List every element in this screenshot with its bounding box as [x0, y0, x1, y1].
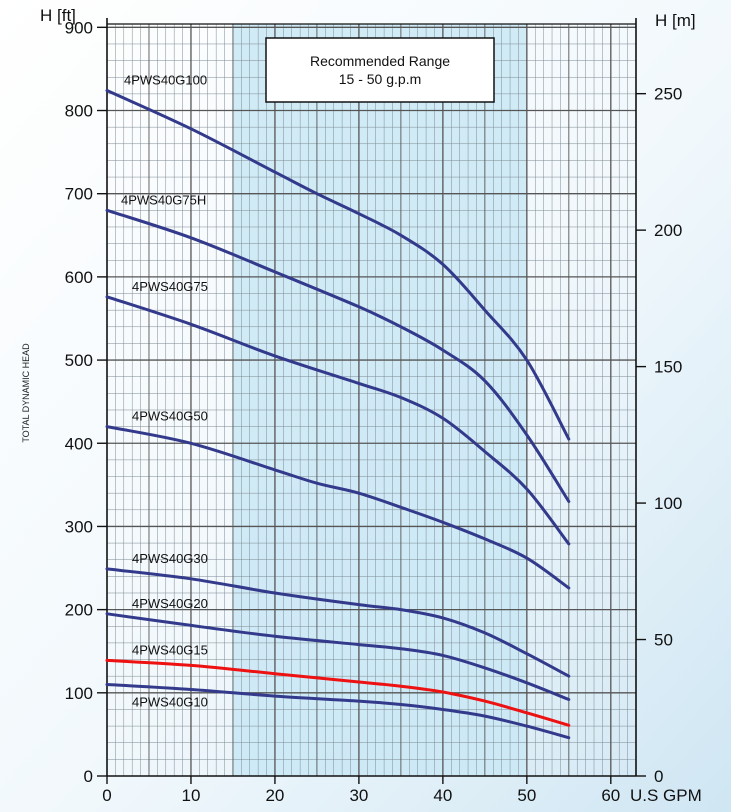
series-label-4pws40g100: 4PWS40G100	[124, 73, 207, 88]
series-line-4pws40g10	[105, 683, 571, 740]
y-tick-label-ft: 0	[84, 767, 93, 786]
x-tick-label: 60	[601, 786, 620, 805]
y-tick-label-m: 100	[654, 494, 682, 513]
recommended-range-values: 15 - 50 g.p.m	[339, 71, 422, 87]
x-tick-label: 0	[102, 786, 111, 805]
recommended-range-title: Recommended Range	[310, 53, 450, 69]
y-tick-label-m: 200	[654, 221, 682, 240]
y-tick-label-ft: 800	[65, 102, 93, 121]
y-tick-label-m: 150	[654, 358, 682, 377]
y-tick-label-ft: 700	[65, 185, 93, 204]
series-label-4pws40g10: 4PWS40G10	[132, 694, 208, 709]
recommended-range-band	[232, 24, 527, 776]
series-label-4pws40g15: 4PWS40G15	[132, 642, 208, 657]
series-line-4pws40g50	[105, 425, 571, 590]
series-line-4pws40g15	[105, 658, 571, 727]
x-axis-unit: U.S GPM	[630, 786, 702, 805]
series-line-4pws40g100	[105, 89, 571, 441]
series-line-4pws40g20	[105, 612, 571, 701]
x-tick-label: 10	[182, 786, 201, 805]
series-line-4pws40g75	[105, 295, 571, 546]
x-tick-label: 40	[433, 786, 452, 805]
x-tick-label: 50	[517, 786, 536, 805]
recommended-range-frame	[265, 37, 495, 103]
y-axis-title: TOTAL DYNAMIC HEAD	[21, 343, 31, 443]
x-tick-label: 30	[349, 786, 368, 805]
right-axis-unit: H [m]	[655, 11, 696, 30]
y-tick-label-ft: 900	[65, 18, 93, 37]
recommended-range-box: Recommended Range 15 - 50 g.p.m	[265, 37, 495, 103]
series-label-4pws40g75: 4PWS40G75	[132, 279, 208, 294]
series-label-4pws40g75h: 4PWS40G75H	[121, 192, 206, 207]
y-tick-label-m: 250	[654, 85, 682, 104]
left-axis-unit: H [ft]	[40, 6, 76, 25]
y-tick-label-m: 50	[654, 631, 673, 650]
y-tick-label-ft: 300	[65, 517, 93, 536]
y-tick-label-ft: 200	[65, 601, 93, 620]
y-tick-label-m: 0	[654, 767, 663, 786]
series-line-4pws40g30	[105, 567, 571, 678]
series-label-4pws40g20: 4PWS40G20	[132, 596, 208, 611]
series-line-4pws40g75h	[105, 208, 571, 503]
series-label-4pws40g30: 4PWS40G30	[132, 551, 208, 566]
series-label-4pws40g50: 4PWS40G50	[132, 409, 208, 424]
y-tick-label-ft: 500	[65, 351, 93, 370]
y-tick-label-ft: 400	[65, 434, 93, 453]
y-tick-label-ft: 100	[65, 684, 93, 703]
x-tick-label: 20	[265, 786, 284, 805]
y-tick-label-ft: 600	[65, 268, 93, 287]
